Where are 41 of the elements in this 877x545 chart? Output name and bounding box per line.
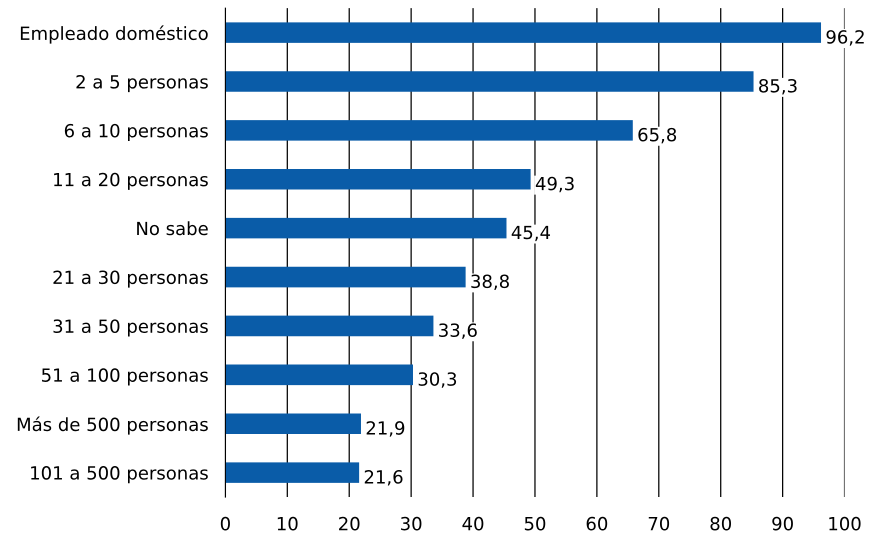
data-label: 65,8	[638, 128, 676, 144]
data-label: 38,8	[471, 274, 509, 290]
x-tick-label: 30	[401, 516, 422, 530]
bar	[225, 218, 506, 238]
x-tick-label: 10	[278, 516, 298, 530]
y-tick-label: 51 a 100 personas	[42, 368, 208, 386]
x-tick-label: 90	[772, 516, 793, 530]
y-tick-label: 2 a 5 personas	[76, 74, 208, 92]
data-label: 49,3	[536, 176, 574, 192]
bar	[225, 22, 822, 43]
y-tick-label: 11 a 20 personas	[54, 172, 208, 190]
bar	[225, 120, 633, 141]
data-label: 21,6	[364, 470, 403, 486]
y-tick-label: Empleado doméstico	[20, 25, 208, 44]
y-tick-label: 21 a 30 personas	[53, 270, 208, 288]
data-label: 85,3	[759, 78, 797, 94]
bar	[225, 364, 413, 386]
bar	[225, 169, 531, 190]
data-label: 33,6	[439, 323, 477, 339]
x-tick-label: 80	[710, 516, 732, 530]
x-tick-label: 20	[339, 516, 360, 530]
x-tick-label: 60	[586, 516, 608, 530]
data-label: 96,2	[826, 30, 864, 46]
x-tick-label: 50	[524, 516, 546, 530]
y-tick-label: 6 a 10 personas	[64, 124, 208, 142]
y-tick-label: 31 a 50 personas	[54, 319, 208, 337]
y-tick-label: No sabe	[137, 221, 208, 236]
x-tick-label: 100	[829, 516, 861, 530]
bar	[225, 71, 754, 92]
data-label: 45,4	[512, 226, 550, 242]
y-tick-label: 101 a 500 personas	[31, 466, 208, 484]
x-tick-label: 0	[220, 516, 230, 530]
bar	[225, 462, 360, 483]
bar	[225, 413, 361, 434]
bar	[225, 266, 466, 288]
bar	[225, 316, 434, 336]
data-label: 21,9	[366, 421, 404, 437]
data-label: 30,3	[418, 372, 456, 388]
x-tick-label: 70	[648, 516, 670, 530]
x-tick-label: 40	[462, 516, 484, 530]
y-tick-label: Más de 500 personas	[18, 416, 208, 435]
